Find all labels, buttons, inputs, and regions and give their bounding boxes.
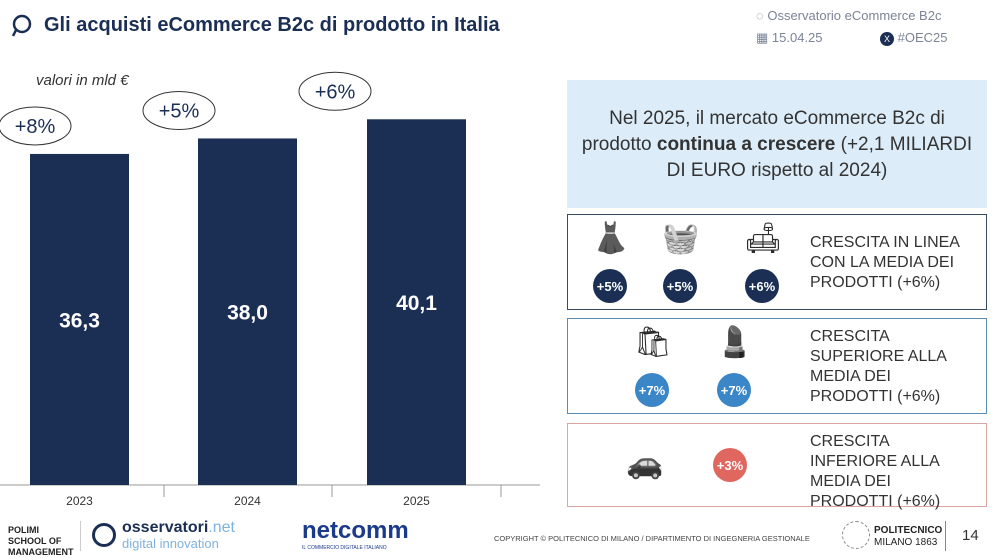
category-group-2: 🛍 +7% 💄 +7% CRESCITA SUPERIORE ALLA MEDIA DE… <box>567 318 987 414</box>
group-description: CRESCITA INFERIORE ALLA MEDIA DEI PRODOT… <box>810 433 941 510</box>
osservatori-text: osservatori <box>122 519 209 536</box>
grocery-bag-icon: 🛍 <box>633 326 673 359</box>
dress-icon: 👗 <box>592 222 630 255</box>
calendar-icon: ▦ <box>756 30 772 45</box>
growth-label: +6% <box>315 81 356 103</box>
magnifier-logo-icon <box>11 14 32 37</box>
bar-2025 <box>367 119 466 485</box>
value-label: 40,1 <box>396 292 437 315</box>
politecnico-sub: MILANO 1863 <box>874 537 938 548</box>
group-description: CRESCITA IN LINEA CON LA MEDIA DEI PRODO… <box>810 234 960 291</box>
callout-box: Nel 2025, il mercato eCommerce B2c di pr… <box>567 80 987 208</box>
growth-badge: +6% <box>745 269 779 303</box>
page-number: 14 <box>962 527 979 544</box>
cosmetics-icon: 💄 <box>716 326 754 359</box>
netcomm-sub: IL COMMERCIO DIGITALE ITALIANO <box>302 545 387 551</box>
bar-2024 <box>198 138 297 485</box>
observatory-label: ◌ Osservatorio eCommerce B2c <box>756 8 941 23</box>
bar-chart: 36,3 2023 +8% 38,0 2024 +5% 40,1 2025 +6% <box>0 71 540 508</box>
bar-2023 <box>30 153 129 485</box>
callout-bold: continua a crescere <box>656 134 836 155</box>
x-logo-icon: X <box>880 32 894 46</box>
footer: POLIMI SCHOOL OF MANAGEMENT osservatori.… <box>0 515 1000 557</box>
page-title: Gli acquisti eCommerce B2c di prodotto i… <box>44 14 500 36</box>
callout-text: Nel 2025, il mercato eCommerce B2c di pr… <box>581 108 945 155</box>
growth-badge: +5% <box>593 269 627 303</box>
search-icon: ◌ <box>756 8 768 23</box>
growth-badge: +3% <box>713 448 747 482</box>
category-group-3: 🚗 +3% CRESCITA INFERIORE ALLA MEDIA DEI PR… <box>567 423 987 510</box>
appliances-icon: 🧺 <box>662 222 700 255</box>
category-label: 2024 <box>234 494 261 508</box>
hashtag: #OEC25 <box>897 30 948 45</box>
osservatori-logo-icon <box>92 523 116 547</box>
date-label: ▦ 15.04.25 <box>756 30 823 46</box>
polimi-logo: POLIMI SCHOOL OF MANAGEMENT <box>8 525 74 557</box>
osservatori-net: .net <box>208 519 235 536</box>
copyright: COPYRIGHT © POLITECNICO DI MILANO / DIPA… <box>494 534 810 543</box>
hashtag-label: X #OEC25 <box>880 30 948 46</box>
category-label: 2025 <box>403 494 430 508</box>
osservatori-sub: digital innovation <box>122 536 219 551</box>
growth-badge: +5% <box>663 269 697 303</box>
sofa-icon: 🛋 <box>743 222 783 255</box>
observatory-name: Osservatorio eCommerce B2c <box>767 8 942 23</box>
growth-label: +8% <box>15 116 56 138</box>
car-icon: 🚗 <box>626 447 664 480</box>
unit-label: valori in mld € <box>36 72 129 89</box>
callout-text-end: (+2,1 MILIARDI DI EURO rispetto al 2024) <box>666 134 973 181</box>
value-label: 36,3 <box>59 309 100 332</box>
growth-oval <box>0 106 72 146</box>
growth-badge: +7% <box>635 373 669 407</box>
value-label: 38,0 <box>227 302 268 325</box>
divider <box>80 521 81 551</box>
category-label: 2023 <box>66 494 93 508</box>
politecnico-logo: POLITECNICO <box>874 525 943 536</box>
divider <box>945 521 946 551</box>
category-group-1: 👗 +5% 🧺 +5% 🛋 +6% CRESCITA IN LINEA CON LA MED… <box>567 214 987 310</box>
growth-oval <box>298 71 372 111</box>
growth-oval <box>142 90 216 130</box>
growth-label: +5% <box>159 100 200 122</box>
politecnico-seal-icon <box>842 521 870 549</box>
group-description: CRESCITA SUPERIORE ALLA MEDIA DEI PRODOT… <box>810 328 947 405</box>
netcomm-logo: netcomm <box>302 517 409 544</box>
date: 15.04.25 <box>771 30 823 45</box>
growth-badge: +7% <box>717 373 751 407</box>
osservatori-logo: osservatori.net <box>122 519 235 537</box>
